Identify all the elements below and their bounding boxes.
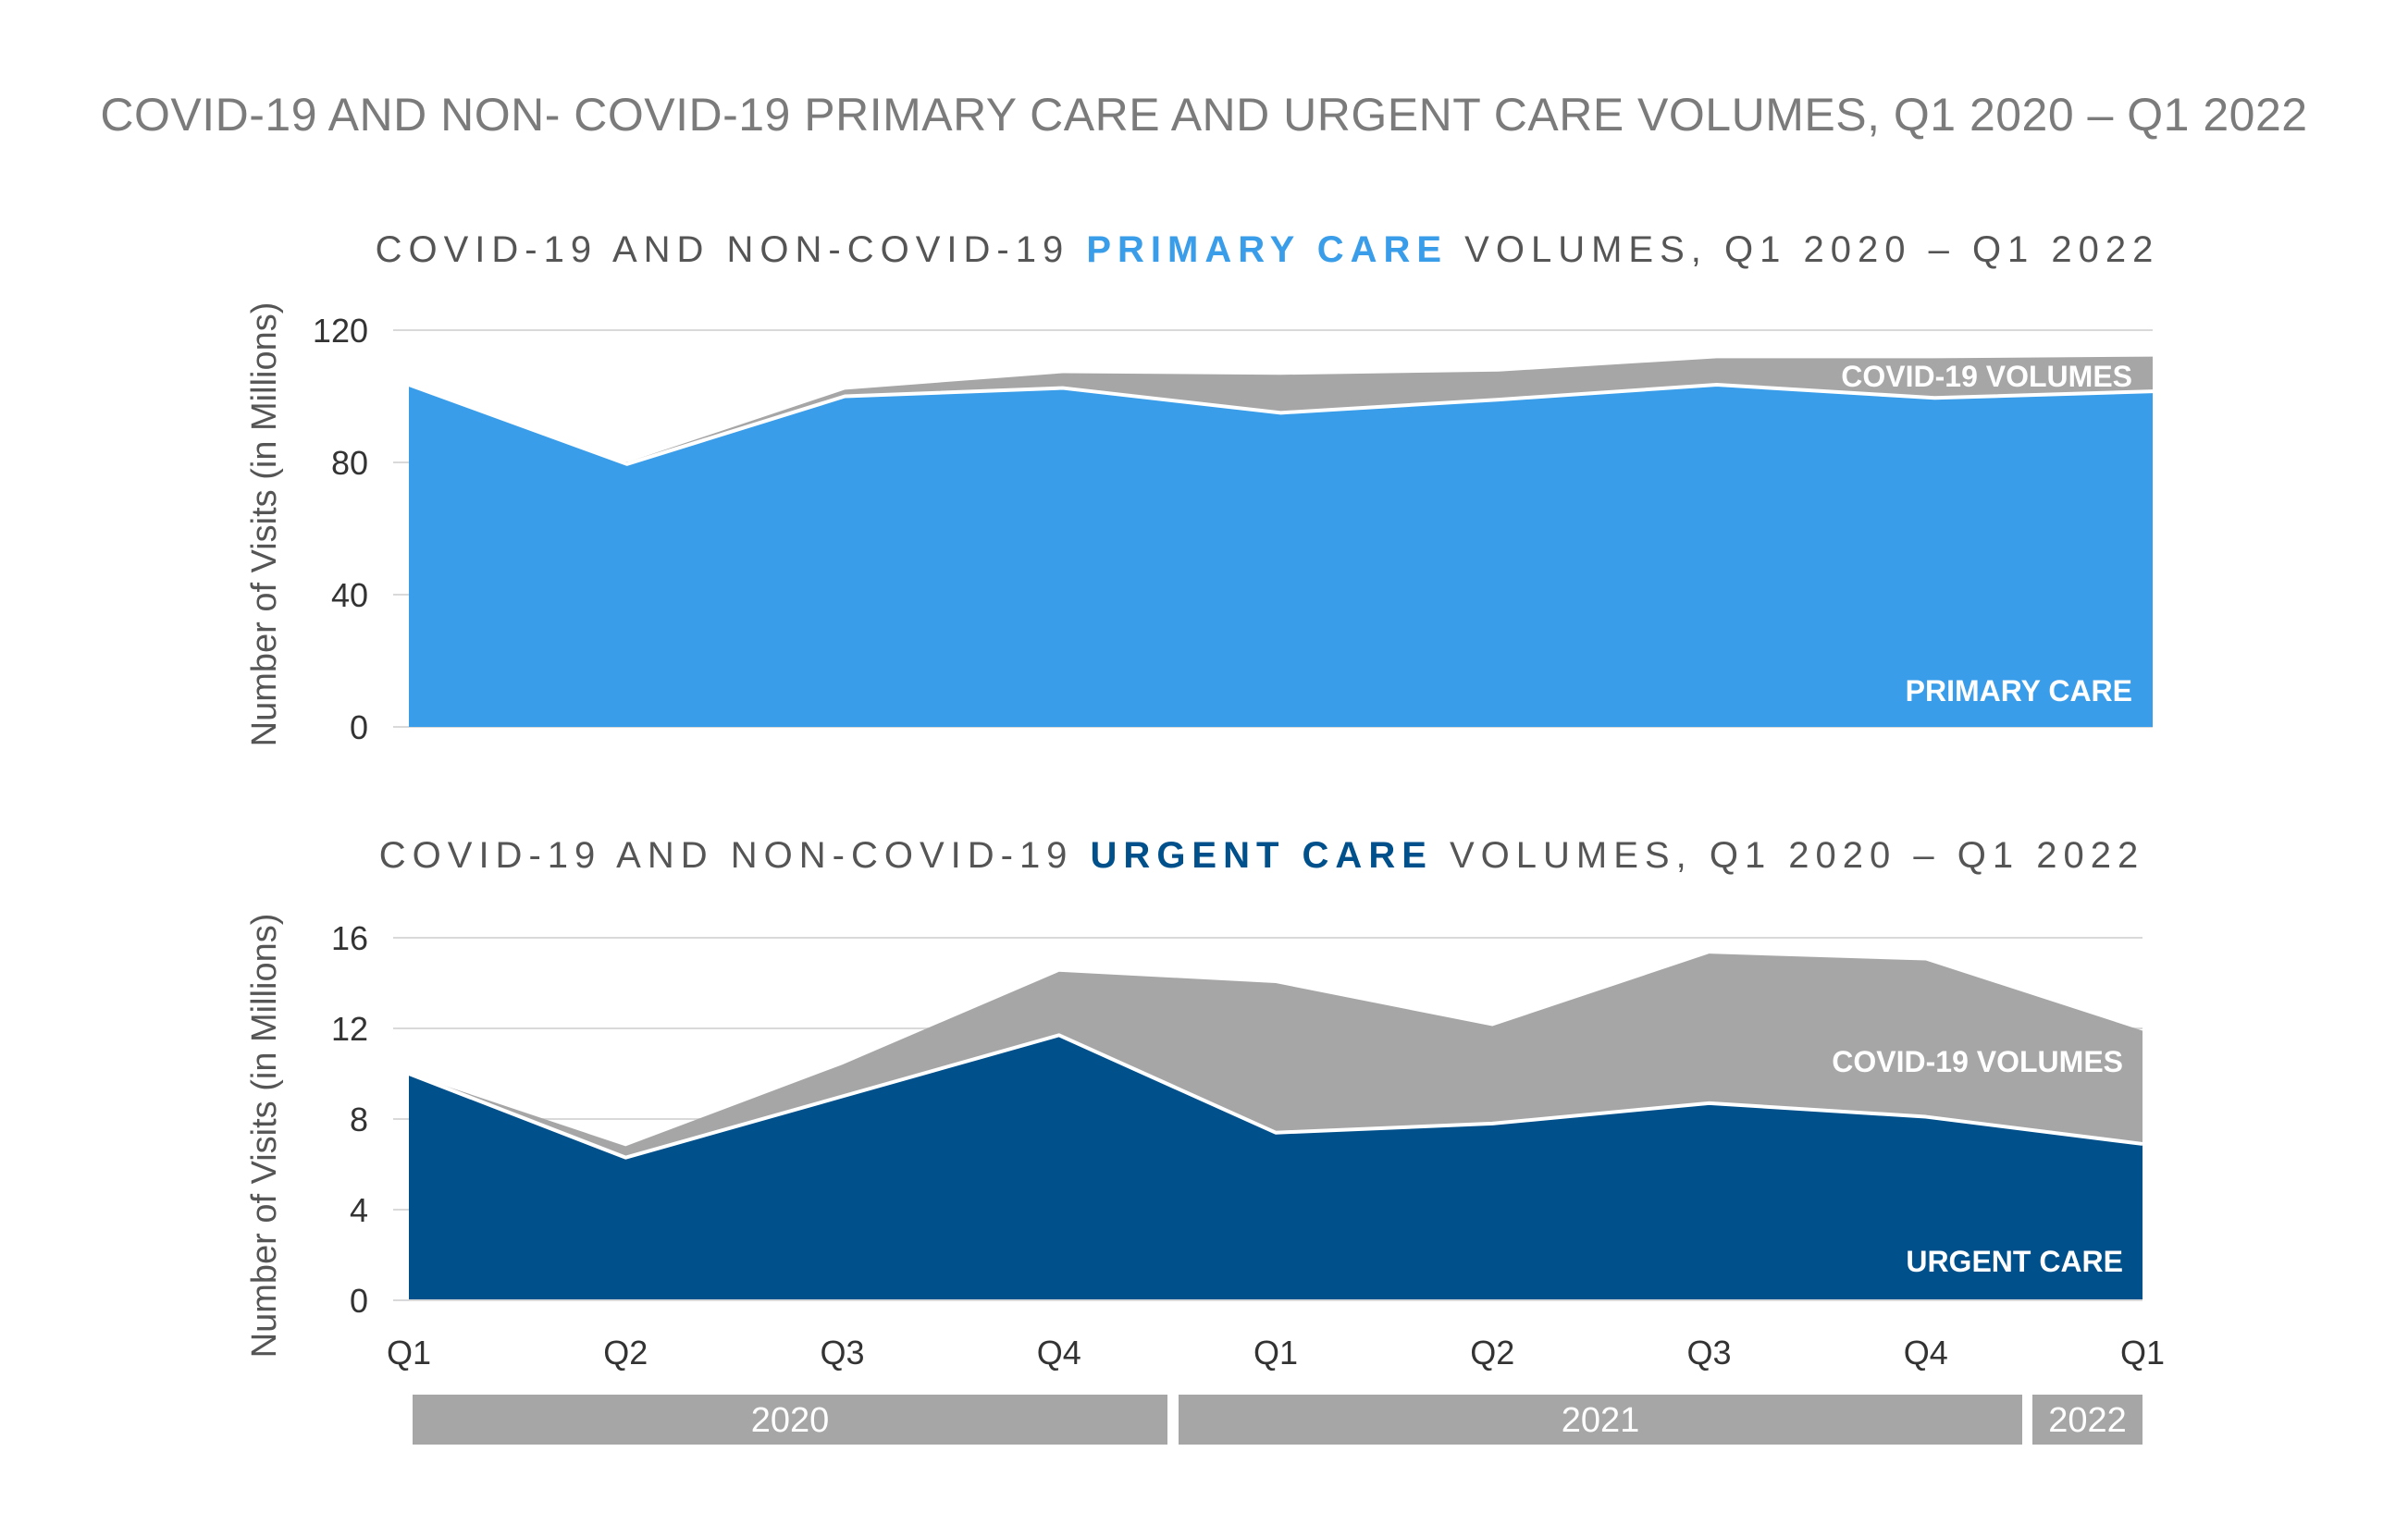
y-tick-label: 40 <box>331 576 368 614</box>
y-tick-label: 16 <box>331 919 368 957</box>
year-label: 2020 <box>751 1401 830 1440</box>
primary-chart-title: COVID-19 AND NON-COVID-19 PRIMARY CARE V… <box>376 229 2160 270</box>
x-tick-label: Q2 <box>603 1334 648 1372</box>
x-tick-label: Q2 <box>1470 1334 1514 1372</box>
covid-volumes-area <box>409 953 2143 1158</box>
primary-y-axis-label: Number of Visits (in Millions) <box>245 302 284 747</box>
urgent-areas <box>408 953 2143 1301</box>
y-tick-label: 4 <box>350 1191 368 1229</box>
y-tick-label: 120 <box>313 312 368 350</box>
primary-y-ticks: 0 40 80 120 <box>313 312 368 746</box>
y-tick-label: 8 <box>350 1101 368 1138</box>
urgent-title-highlight: URGENT CARE <box>1091 835 1433 876</box>
primary-covid-area-label: COVID-19 VOLUMES <box>1841 360 2132 393</box>
x-tick-label: Q4 <box>1904 1334 1948 1372</box>
urgent-covid-area-label: COVID-19 VOLUMES <box>1832 1045 2123 1078</box>
primary-title-pre: COVID-19 AND NON-COVID-19 <box>376 229 1087 270</box>
primary-care-area <box>409 384 2153 727</box>
y-tick-label: 0 <box>350 1282 368 1320</box>
series-boundary-line <box>408 1033 2143 1160</box>
urgent-title-pre: COVID-19 AND NON-COVID-19 <box>379 835 1091 876</box>
urgent-care-area-label: URGENT CARE <box>1906 1245 2123 1278</box>
y-tick-label: 80 <box>331 444 368 482</box>
year-label: 2022 <box>2048 1401 2127 1440</box>
year-label: 2021 <box>1562 1401 1640 1440</box>
x-axis-ticks: Q1 Q2 Q3 Q4 Q1 Q2 Q3 Q4 Q1 <box>387 1334 2165 1372</box>
primary-areas <box>408 356 2154 727</box>
x-tick-label: Q4 <box>1037 1334 1081 1372</box>
urgent-y-ticks: 0 4 8 12 16 <box>331 919 368 1320</box>
x-tick-label: Q1 <box>2120 1334 2165 1372</box>
year-band <box>413 1395 1167 1445</box>
primary-care-chart: COVID-19 AND NON-COVID-19 PRIMARY CARE V… <box>245 229 2160 747</box>
year-band <box>2032 1395 2143 1445</box>
primary-care-area-label: PRIMARY CARE <box>1906 674 2132 707</box>
urgent-chart-title: COVID-19 AND NON-COVID-19 URGENT CARE VO… <box>379 835 2144 876</box>
year-bands: 2020 2021 2022 <box>413 1395 2143 1445</box>
x-tick-label: Q1 <box>387 1334 431 1372</box>
urgent-care-area <box>409 1035 2143 1300</box>
y-tick-label: 12 <box>331 1010 368 1048</box>
x-tick-label: Q1 <box>1253 1334 1298 1372</box>
x-tick-label: Q3 <box>1686 1334 1731 1372</box>
main-title: COVID-19 AND NON- COVID-19 PRIMARY CARE … <box>100 89 2308 141</box>
urgent-title-post: VOLUMES, Q1 2020 – Q1 2022 <box>1433 835 2144 876</box>
urgent-care-chart: COVID-19 AND NON-COVID-19 URGENT CARE VO… <box>245 835 2144 1359</box>
series-boundary-line <box>408 382 2154 466</box>
urgent-y-axis-label: Number of Visits (in Millions) <box>245 914 284 1359</box>
primary-title-highlight: PRIMARY CARE <box>1086 229 1448 270</box>
primary-title-post: VOLUMES, Q1 2020 – Q1 2022 <box>1448 229 2159 270</box>
y-tick-label: 0 <box>350 708 368 746</box>
x-tick-label: Q3 <box>820 1334 864 1372</box>
year-band <box>1179 1395 2022 1445</box>
